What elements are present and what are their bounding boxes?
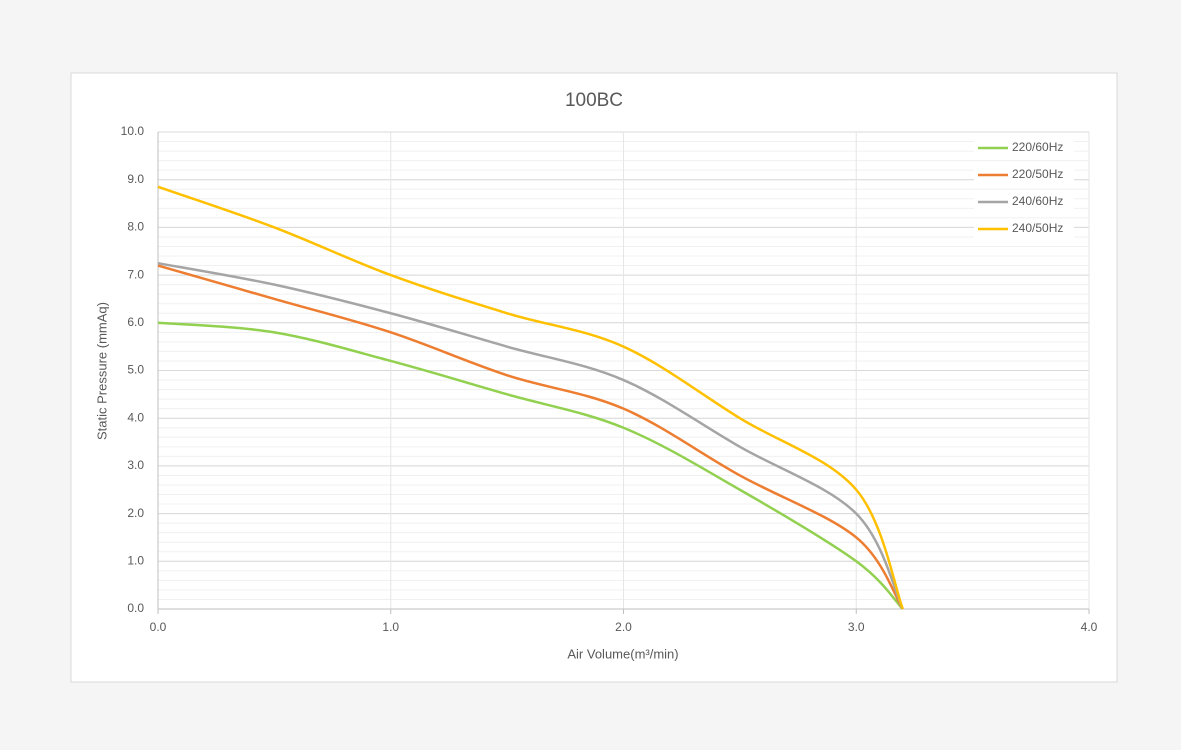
legend-background — [974, 220, 1074, 238]
y-tick-label: 6.0 — [127, 315, 144, 329]
legend-label: 240/50Hz — [1012, 221, 1063, 235]
y-tick-label: 4.0 — [127, 410, 144, 424]
legend-label: 240/60Hz — [1012, 194, 1063, 208]
series-line — [157, 321, 904, 610]
x-tick-label: 3.0 — [848, 620, 865, 634]
x-tick-label: 0.0 — [150, 620, 167, 634]
series-line — [157, 261, 904, 610]
y-tick-label: 8.0 — [127, 220, 144, 234]
legend-label: 220/50Hz — [1012, 167, 1063, 181]
legend-background — [974, 193, 1074, 211]
x-tick-label: 4.0 — [1081, 620, 1098, 634]
chart-title: 100BC — [565, 90, 623, 111]
legend-background — [974, 166, 1074, 184]
x-tick-label: 1.0 — [382, 620, 399, 634]
legend-background — [974, 139, 1074, 157]
y-tick-label: 0.0 — [127, 601, 144, 615]
y-tick-label: 2.0 — [127, 506, 144, 520]
chart-frame — [70, 72, 1118, 683]
series-line — [157, 185, 904, 610]
y-axis-label: Static Pressure (mmAq) — [94, 302, 109, 440]
series-line — [157, 264, 904, 610]
y-tick-label: 1.0 — [127, 553, 144, 567]
y-tick-label: 10.0 — [121, 124, 145, 138]
y-tick-label: 7.0 — [127, 267, 144, 281]
x-tick-label: 2.0 — [615, 620, 632, 634]
x-axis-label: Air Volume(m³/min) — [567, 646, 678, 661]
y-tick-label: 3.0 — [127, 458, 144, 472]
y-tick-label: 5.0 — [127, 363, 144, 377]
legend-label: 220/60Hz — [1012, 140, 1063, 154]
y-tick-label: 9.0 — [127, 172, 144, 186]
